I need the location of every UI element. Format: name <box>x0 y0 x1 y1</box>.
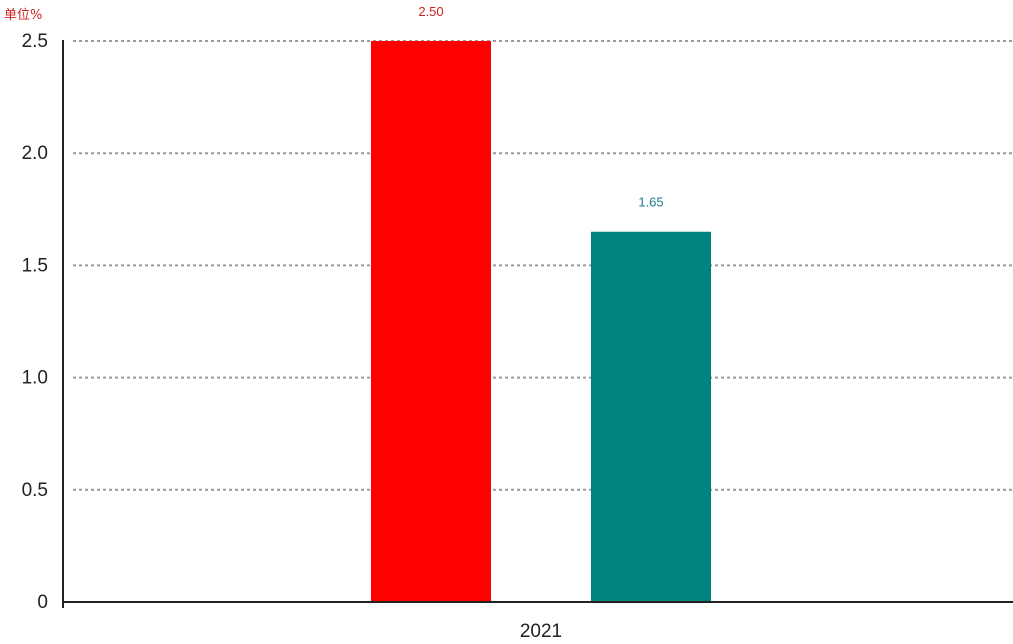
data-label-series-1: 2.50 <box>418 4 443 19</box>
y-tick-label: 2.5 <box>22 31 48 52</box>
x-axis-labels: 2021 <box>520 621 562 642</box>
y-axis-ticks: 0 0.5 1.0 1.5 2.0 2.5 <box>22 31 48 613</box>
y-tick-label: 1.5 <box>22 255 48 276</box>
y-tick-label: 0 <box>37 592 48 613</box>
y-tick-label: 2.0 <box>22 143 48 164</box>
bars <box>371 41 711 603</box>
x-tick-label: 2021 <box>520 621 562 642</box>
data-label-series-2: 1.65 <box>638 195 663 210</box>
y-tick-label: 1.0 <box>22 368 48 389</box>
data-labels: 2.50 1.65 <box>418 4 663 210</box>
gridlines <box>73 40 1013 491</box>
unit-label: 单位% <box>4 8 42 23</box>
bar-series-2 <box>591 231 711 603</box>
bar-series-1 <box>371 41 491 602</box>
y-tick-label: 0.5 <box>22 480 48 501</box>
